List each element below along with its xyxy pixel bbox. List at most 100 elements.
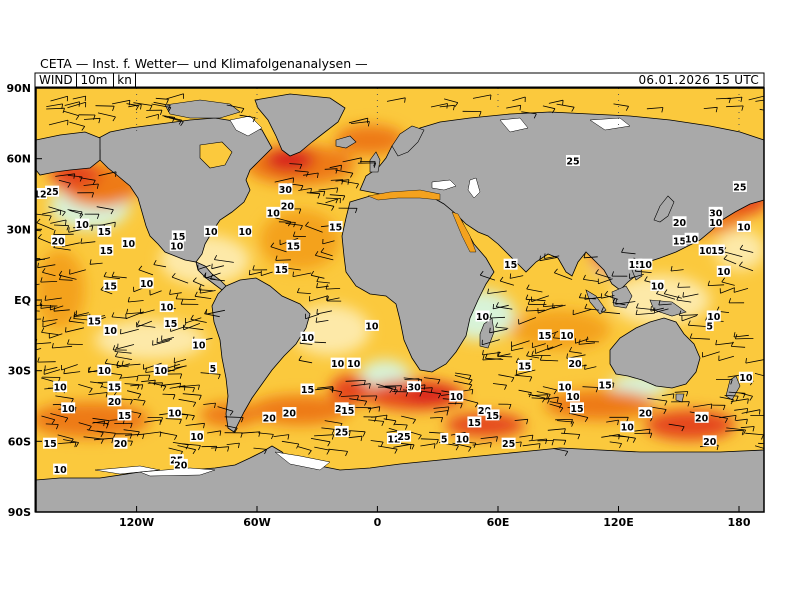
wind-barb bbox=[735, 418, 748, 421]
greenland-landmass bbox=[254, 93, 346, 157]
wind-speed-label: 15 bbox=[98, 227, 111, 238]
wind-speed-label-bg bbox=[103, 324, 118, 336]
wind-barb bbox=[177, 445, 196, 451]
wind-barb bbox=[130, 384, 143, 387]
wind-barb-feather bbox=[362, 431, 366, 437]
wind-speed-label-bg bbox=[203, 225, 218, 237]
wind-barb bbox=[306, 192, 320, 195]
wind-speed-label-bg bbox=[262, 411, 277, 423]
wind-barb-feather bbox=[100, 432, 104, 438]
wind-barb-feather bbox=[644, 276, 648, 281]
black-sea bbox=[431, 179, 457, 191]
wind-barb-feather bbox=[490, 442, 492, 448]
wind-barb-feather bbox=[48, 215, 52, 221]
wind-barb bbox=[63, 110, 80, 117]
wind-barb bbox=[664, 293, 682, 299]
wind-barb-feather bbox=[130, 399, 133, 405]
wind-barb bbox=[527, 393, 546, 399]
wind-barb bbox=[41, 332, 59, 335]
wind-barb bbox=[149, 290, 162, 296]
wind-barb bbox=[487, 290, 507, 294]
wind-barb bbox=[59, 274, 77, 280]
wind-barb-feather bbox=[394, 386, 397, 392]
wind-barb bbox=[376, 383, 393, 390]
wind-barb-feather bbox=[316, 276, 320, 282]
wind-barb-feather bbox=[127, 297, 130, 303]
wind-barb-feather bbox=[258, 431, 261, 437]
lat-label-90s: 90S bbox=[8, 506, 31, 519]
wind-barb-feather bbox=[192, 277, 197, 282]
wind-barb bbox=[83, 117, 101, 120]
wind-barb-feather bbox=[394, 449, 398, 454]
wind-barb bbox=[183, 326, 204, 331]
wind-barb-feather bbox=[75, 442, 79, 448]
wind-barb bbox=[278, 221, 296, 223]
wind-speed-label-bg bbox=[364, 319, 379, 331]
wind-barb-feather bbox=[496, 436, 498, 442]
wind-barb bbox=[708, 284, 725, 286]
wind-barb-feather bbox=[489, 94, 492, 100]
wind-barb-feather bbox=[37, 262, 39, 268]
wind-barb-feather bbox=[192, 387, 195, 393]
mediterranean-sea bbox=[367, 189, 441, 201]
wind-barb bbox=[497, 355, 513, 358]
wind-barb-feather bbox=[219, 430, 222, 436]
wind-barb bbox=[741, 409, 761, 414]
wind-barb bbox=[289, 163, 302, 165]
wind-barb-feather bbox=[721, 277, 725, 283]
lat-label-30n: 30N bbox=[6, 223, 31, 236]
wind-barb-feather bbox=[175, 294, 179, 300]
wind-barb-feather bbox=[584, 417, 589, 423]
wind-speed-label: 10 bbox=[54, 383, 68, 394]
wind-barb bbox=[472, 94, 492, 99]
wind-barb-feather bbox=[169, 289, 171, 295]
wind-barb bbox=[755, 99, 764, 102]
wind-barb bbox=[719, 396, 734, 401]
wind-barb-feather bbox=[635, 303, 639, 309]
wind-speed-label-bg bbox=[620, 421, 635, 433]
wind-barb bbox=[518, 389, 532, 394]
grid-lines bbox=[136, 88, 740, 135]
wind-barb bbox=[153, 264, 167, 268]
wind-barb bbox=[341, 180, 359, 185]
wind-barb bbox=[634, 428, 651, 432]
japan-landmass bbox=[653, 195, 675, 223]
wind-barb-feather bbox=[389, 388, 393, 394]
wind-barb bbox=[111, 276, 127, 279]
wind-barb bbox=[320, 251, 333, 257]
wind-barb bbox=[384, 385, 402, 387]
wind-barb-feather bbox=[140, 104, 142, 110]
wind-barb-feather bbox=[670, 266, 673, 272]
wind-speed-label: 10 bbox=[558, 383, 572, 394]
wind-barb bbox=[335, 169, 353, 174]
wind-barb-feather bbox=[682, 292, 684, 298]
wind-barb-feather bbox=[37, 357, 40, 363]
wind-barb bbox=[654, 308, 669, 313]
wind-barb-feather bbox=[482, 354, 485, 361]
wind-barb-feather bbox=[557, 397, 559, 403]
wind-barb bbox=[41, 415, 55, 421]
wind-barb-feather bbox=[112, 345, 116, 351]
wind-barb-feather bbox=[677, 282, 680, 288]
wind-speed-label-bg bbox=[330, 357, 345, 369]
wind-speed-label: 15 bbox=[164, 319, 177, 330]
wind-barb-feather bbox=[585, 336, 589, 342]
wind-barb bbox=[583, 256, 598, 259]
wind-barb-feather bbox=[742, 393, 746, 399]
wind-barb bbox=[499, 280, 515, 286]
wind-barb-feather bbox=[519, 105, 522, 111]
wind-barb bbox=[211, 446, 229, 449]
wind-speed-label-bg bbox=[99, 244, 114, 256]
wind-barb bbox=[348, 435, 363, 439]
wind-barb-feather bbox=[238, 443, 240, 449]
wind-barb bbox=[367, 406, 380, 410]
wind-barb bbox=[734, 408, 748, 411]
wind-barb bbox=[735, 338, 754, 340]
wind-barb-feather bbox=[687, 320, 691, 326]
wind-barb bbox=[83, 436, 104, 440]
wind-barb-feather bbox=[106, 423, 109, 429]
wind-speed-label: 10 bbox=[76, 220, 90, 231]
south-america-landmass bbox=[211, 277, 311, 433]
wind-barb bbox=[726, 105, 744, 108]
wind-barb bbox=[328, 448, 348, 452]
